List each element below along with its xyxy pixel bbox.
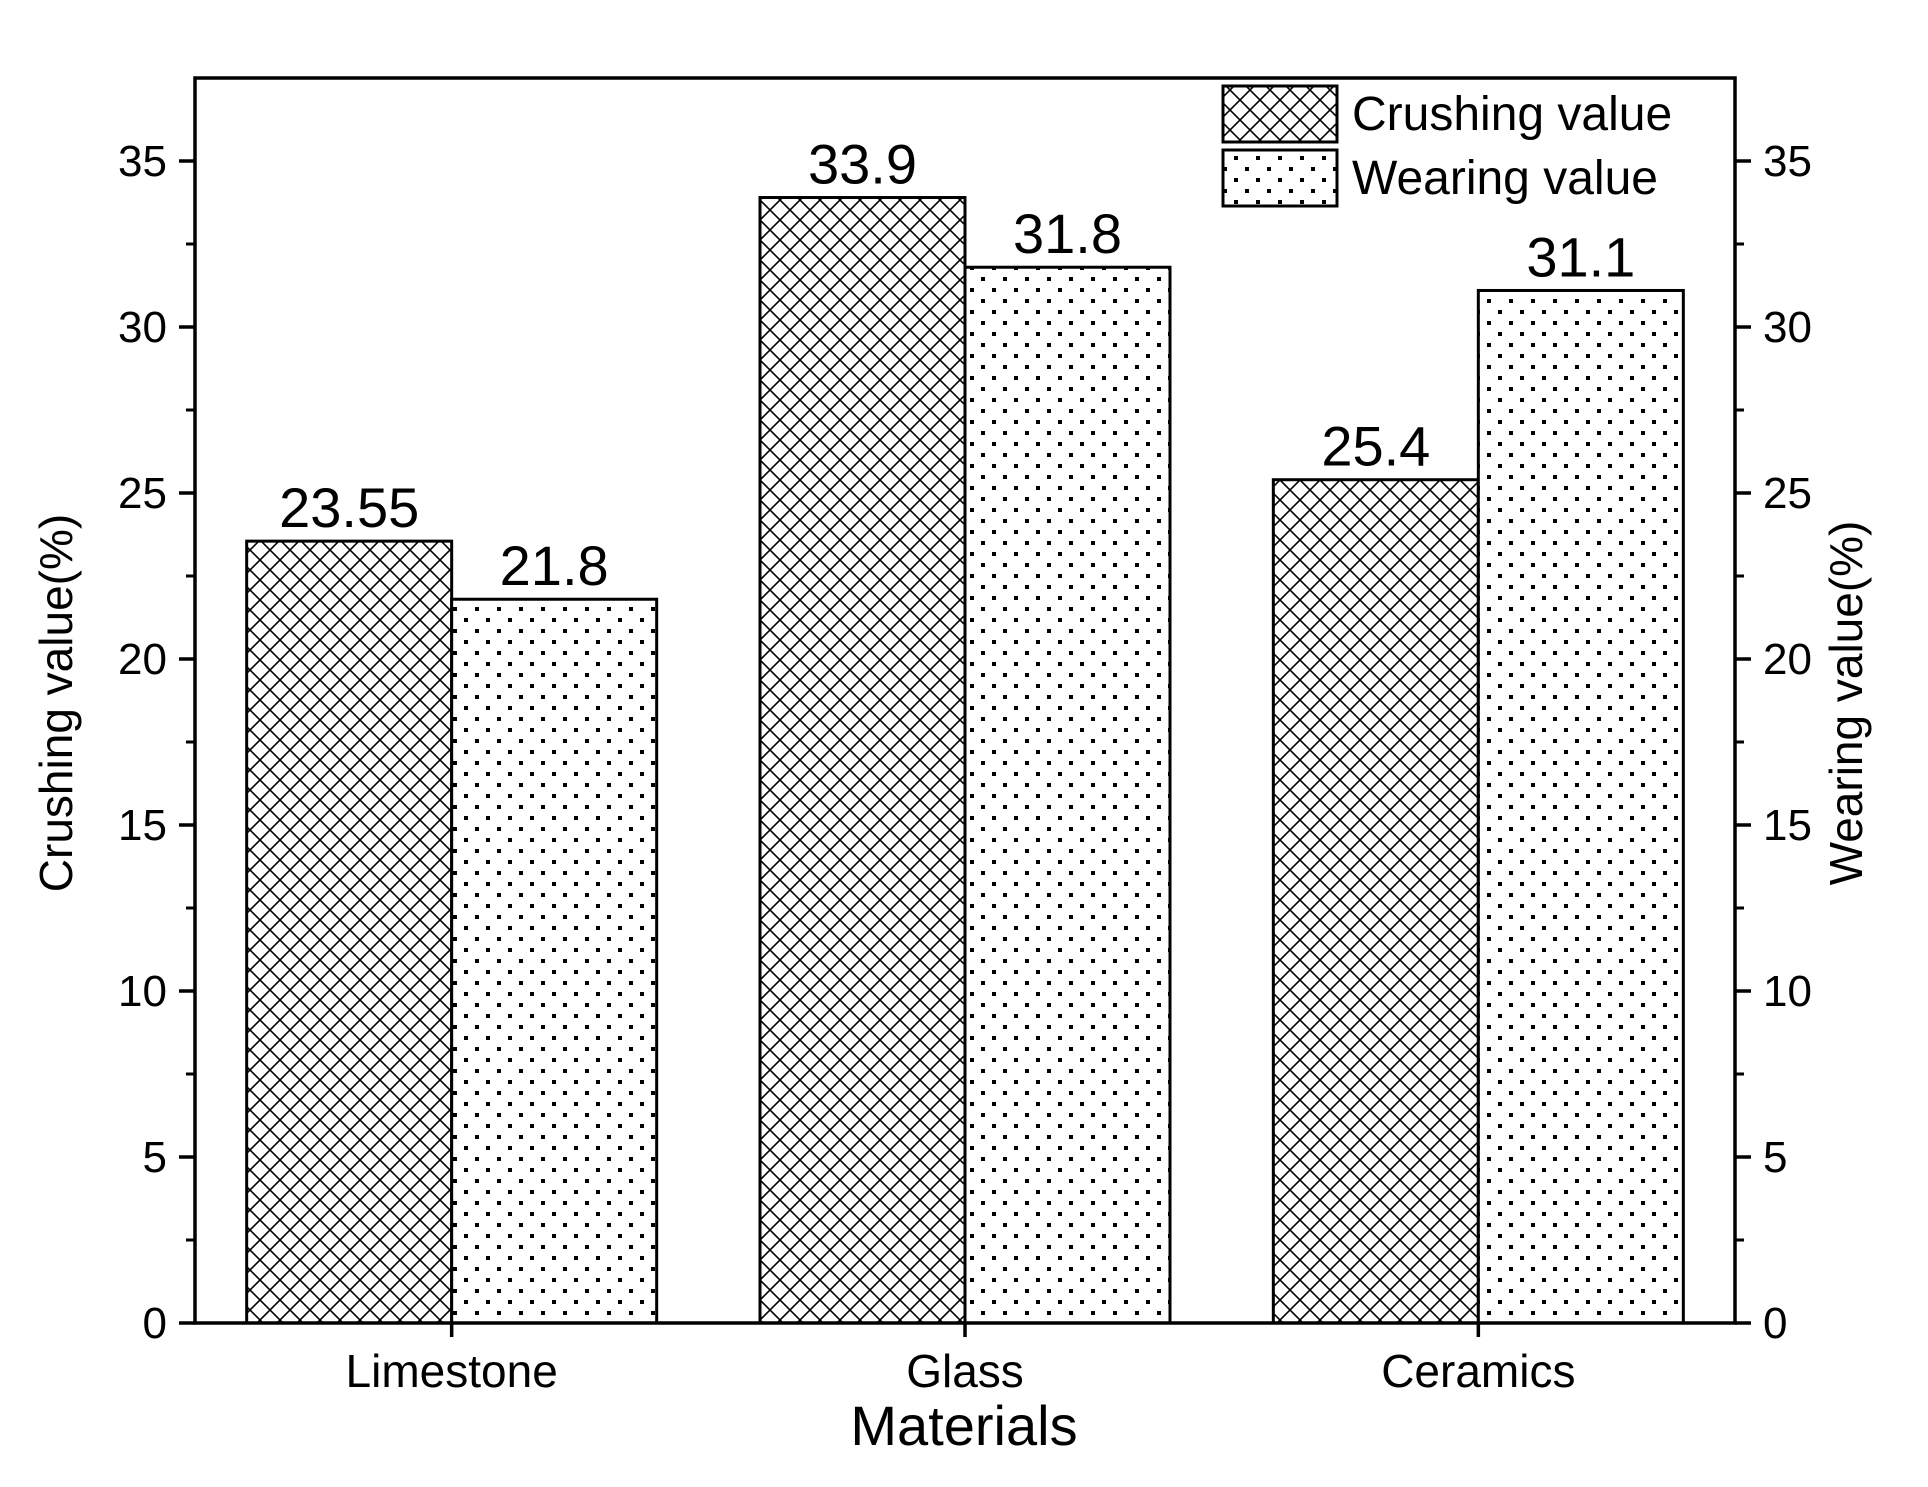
x-axis-label: Materials [850,1394,1077,1457]
right-tick-label: 35 [1763,137,1812,186]
legend-swatch-crushing [1221,84,1339,144]
y-axis-right-label: Wearing value(%) [1820,521,1872,886]
bar-crushing-limestone [245,539,454,1325]
y-axis-left-label: Crushing value(%) [30,514,82,892]
left-tick-label: 35 [118,137,167,186]
left-axis-ticks: 0 5 10 15 20 25 30 35 [118,137,195,1348]
bar-wearing-ceramics [1476,288,1685,1325]
legend-swatch-wearing [1221,148,1339,208]
legend-label-crushing: Crushing value [1352,88,1672,141]
x-tick-label-limestone: Limestone [346,1345,558,1397]
right-tick-label: 25 [1763,469,1812,518]
right-tick-label: 0 [1763,1299,1787,1348]
right-tick-label: 5 [1763,1133,1787,1182]
legend: Crushing value Wearing value [1221,84,1672,208]
x-tick-label-glass: Glass [906,1345,1024,1397]
right-tick-label: 10 [1763,967,1812,1016]
data-label-wearing-limestone: 21.8 [500,534,609,597]
left-tick-label: 10 [118,967,167,1016]
data-label-wearing-ceramics: 31.1 [1526,225,1635,288]
legend-label-wearing: Wearing value [1352,152,1658,205]
right-axis-ticks: 0 5 10 15 20 25 30 35 [1735,137,1812,1348]
bars-layer [245,196,1685,1325]
right-tick-label: 30 [1763,303,1812,352]
bar-wearing-limestone [450,597,659,1325]
bar-crushing-glass [758,196,967,1325]
left-tick-label: 30 [118,303,167,352]
x-axis-ticks: Limestone Glass Ceramics [346,1323,1575,1397]
bar-wearing-glass [963,265,1172,1325]
left-tick-label: 25 [118,469,167,518]
left-tick-label: 5 [143,1133,167,1182]
left-tick-label: 15 [118,801,167,850]
left-tick-label: 0 [143,1299,167,1348]
data-label-crushing-glass: 33.9 [808,133,917,196]
data-label-crushing-ceramics: 25.4 [1321,415,1430,478]
left-tick-label: 20 [118,635,167,684]
right-tick-label: 15 [1763,801,1812,850]
right-tick-label: 20 [1763,635,1812,684]
value-labels-layer: 23.55 21.8 33.9 31.8 25.4 31.1 [279,133,1635,598]
bar-crushing-ceramics [1271,478,1480,1325]
data-label-wearing-glass: 31.8 [1013,202,1122,265]
data-label-crushing-limestone: 23.55 [279,476,419,539]
x-tick-label-ceramics: Ceramics [1381,1345,1575,1397]
